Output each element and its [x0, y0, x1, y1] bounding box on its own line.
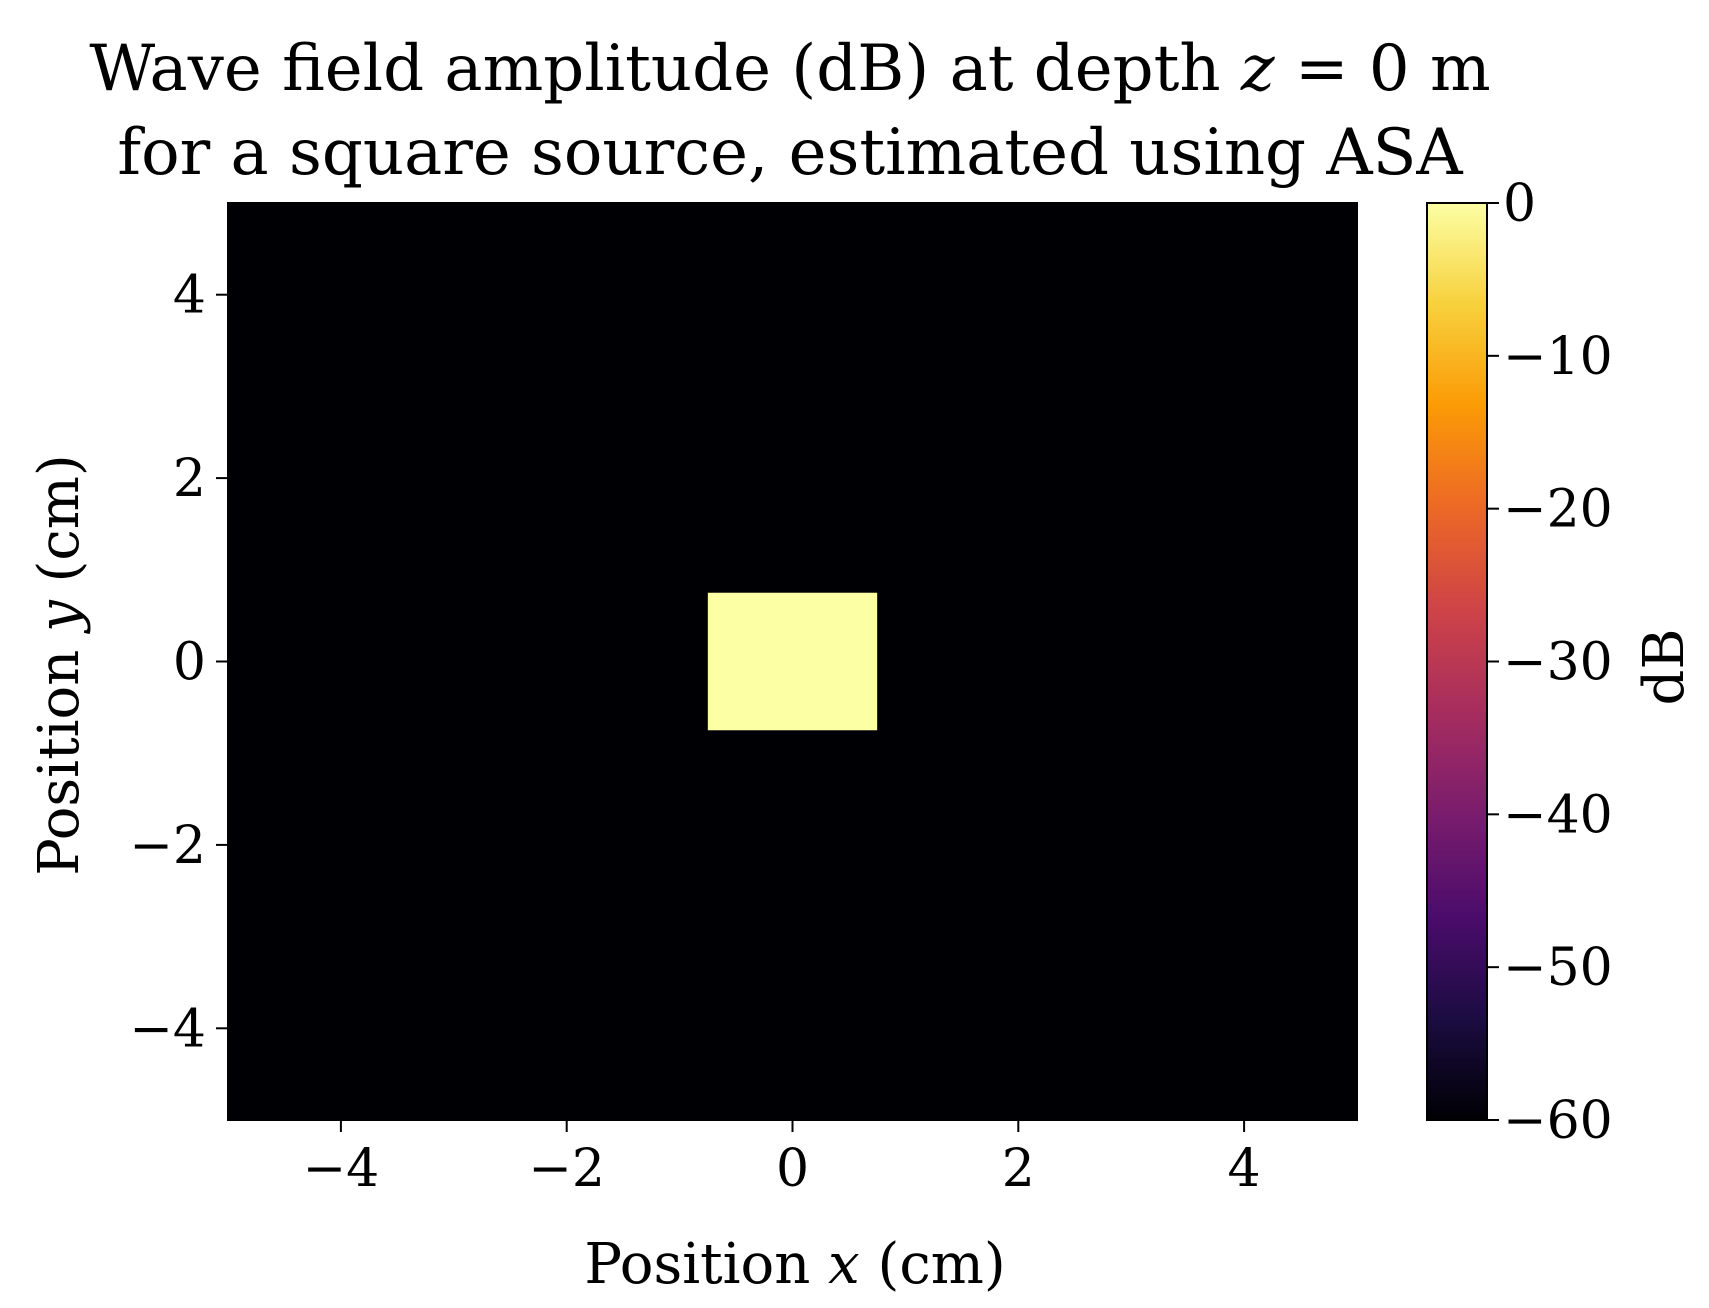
y-axis-label: Position y (cm) [27, 454, 92, 875]
colorbar-label: dB [1632, 629, 1697, 706]
x-tick-label: 4 [1228, 1139, 1261, 1199]
chart-title-line2: for a square source, estimated using ASA [117, 116, 1463, 190]
heatmap-plot-area [227, 202, 1358, 1121]
x-tick-label: −2 [528, 1139, 605, 1199]
y-tick-label: 2 [173, 449, 206, 509]
colorbar-tick-label: −40 [1503, 785, 1613, 845]
colorbar-tick-label: −20 [1503, 480, 1613, 540]
y-tick-label: −2 [129, 816, 206, 876]
colorbar-ticks: 0 −10 −20 −30 −40 −50 −60 [1487, 174, 1613, 1151]
x-tick-label: 0 [776, 1139, 809, 1199]
colorbar-gradient [1426, 202, 1488, 1121]
y-tick-label: −4 [129, 999, 206, 1059]
x-tick-label: −4 [303, 1139, 380, 1199]
y-tick-label: 4 [173, 266, 206, 326]
chart-title-line1: Wave field amplitude (dB) at depth z = 0… [89, 32, 1490, 106]
colorbar: 0 −10 −20 −30 −40 −50 −60 [1426, 174, 1613, 1151]
x-tick-label: 2 [1002, 1139, 1035, 1199]
colorbar-tick-label: −10 [1503, 327, 1613, 387]
x-axis-ticks: −4 −2 0 2 4 [303, 1120, 1261, 1199]
colorbar-tick-label: 0 [1503, 174, 1536, 234]
colorbar-tick-label: −50 [1503, 938, 1613, 998]
y-axis-ticks: −4 −2 0 2 4 [129, 266, 228, 1059]
y-tick-label: 0 [173, 633, 206, 693]
x-axis-label: Position x (cm) [584, 1232, 1005, 1297]
colorbar-tick-label: −30 [1503, 633, 1613, 693]
source-square [707, 592, 878, 731]
colorbar-tick-label: −60 [1503, 1091, 1613, 1151]
